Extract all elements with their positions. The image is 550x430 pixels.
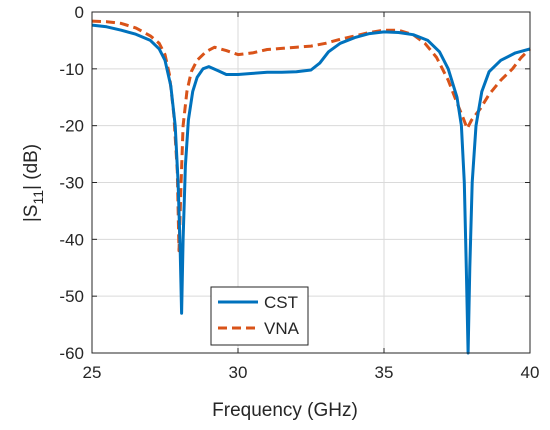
- y-tick-label: -10: [59, 60, 84, 79]
- series-line-cst: [91, 23, 531, 355]
- y-tick-label: 0: [75, 3, 84, 22]
- x-tick-label: 40: [521, 363, 540, 382]
- y-axis-label-main: |S: [21, 205, 42, 223]
- legend-label-vna: VNA: [264, 319, 300, 338]
- y-axis-label: |S11| (dB): [21, 144, 46, 222]
- y-axis-label-tail: | (dB): [21, 144, 42, 190]
- y-tick-label: -60: [59, 344, 84, 363]
- x-axis-label: Frequency (GHz): [212, 400, 358, 421]
- y-tick-label: -40: [59, 230, 84, 249]
- x-tick-label: 25: [83, 363, 102, 382]
- y-axis-label-subscript: 11: [30, 190, 46, 205]
- x-tick-label: 35: [375, 363, 394, 382]
- legend-label-cst: CST: [264, 293, 298, 312]
- y-tick-label: -50: [59, 287, 84, 306]
- y-tick-label: -30: [59, 174, 84, 193]
- y-tick-labels: 0 -10 -20 -30 -40 -50 -60: [59, 3, 84, 363]
- y-tick-label: -20: [59, 117, 84, 136]
- tick-marks: [91, 11, 531, 354]
- series-layer: [91, 19, 532, 355]
- x-tick-label: 30: [229, 363, 248, 382]
- legend-box: [210, 286, 309, 346]
- x-tick-labels: 25 30 35 40: [83, 363, 540, 382]
- legend: CST VNA: [210, 286, 309, 346]
